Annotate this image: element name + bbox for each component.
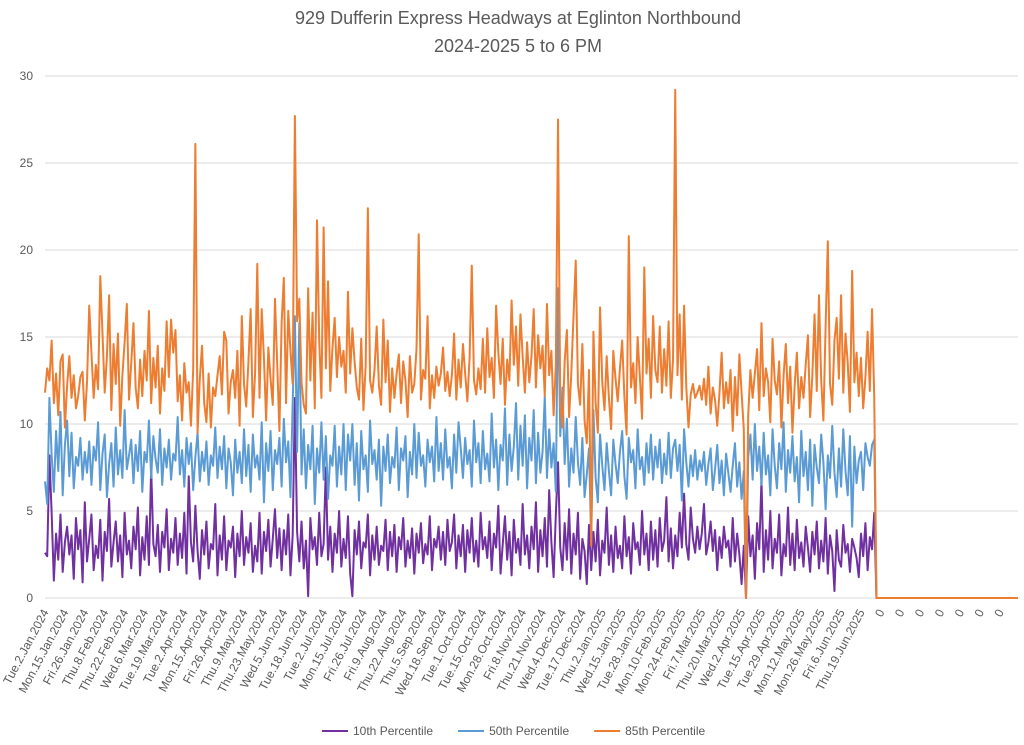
series-line: [44, 88, 1018, 599]
y-tick-label: 0: [26, 591, 33, 605]
legend-label: 10th Percentile: [353, 724, 433, 738]
x-tick-label: 0: [932, 607, 948, 620]
x-tick-label: 0: [912, 607, 928, 620]
y-tick-label: 20: [20, 243, 34, 257]
x-tick-label: 0: [952, 607, 968, 620]
series-line: [44, 396, 1018, 599]
y-tick-label: 30: [20, 69, 34, 83]
chart-title: 929 Dufferin Express Headways at Eglinto…: [295, 8, 741, 28]
y-tick-label: 10: [20, 417, 34, 431]
x-tick-label: 0: [991, 607, 1007, 620]
y-tick-label: 15: [20, 330, 34, 344]
legend-label: 50th Percentile: [489, 724, 569, 738]
y-tick-label: 25: [20, 156, 34, 170]
series-line: [44, 287, 1018, 599]
x-tick-label: 0: [872, 607, 888, 620]
x-tick-label: 0: [972, 607, 988, 620]
y-tick-label: 5: [26, 504, 33, 518]
chart-subtitle: 2024-2025 5 to 6 PM: [434, 36, 602, 56]
x-tick-label: 0: [892, 607, 908, 620]
legend-label: 85th Percentile: [625, 724, 705, 738]
